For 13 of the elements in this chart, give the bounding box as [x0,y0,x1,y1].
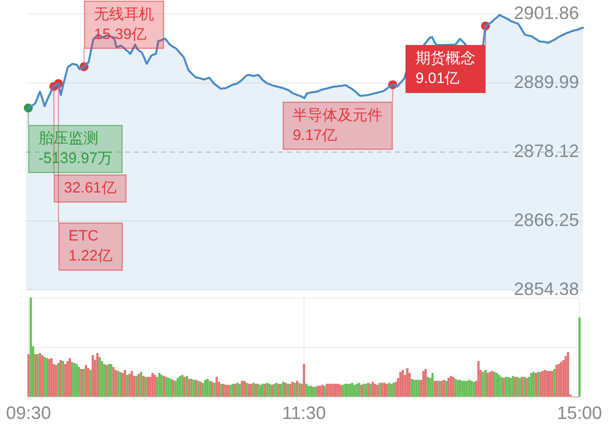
x-tick-label: 11:30 [282,402,326,423]
annotation: ETC 1.22亿 [68,228,113,265]
y-tick-label: 2854.38 [514,279,579,300]
annotation: 半导体及元件 9.17亿 [292,106,383,144]
annotation: 期货概念 9.01亿 [416,50,476,88]
annotation: 无线耳机 15.39亿 [94,6,154,43]
y-tick-label: 2866.25 [514,210,579,230]
annotation: 32.61亿 [64,180,116,197]
y-tick-label: 2901.86 [514,2,579,23]
x-tick-label: 09:30 [6,402,52,423]
y-tick-label: 2889.99 [514,72,579,92]
y-tick-label: 2878.12 [514,141,579,162]
x-tick-label: 15:00 [556,402,602,423]
